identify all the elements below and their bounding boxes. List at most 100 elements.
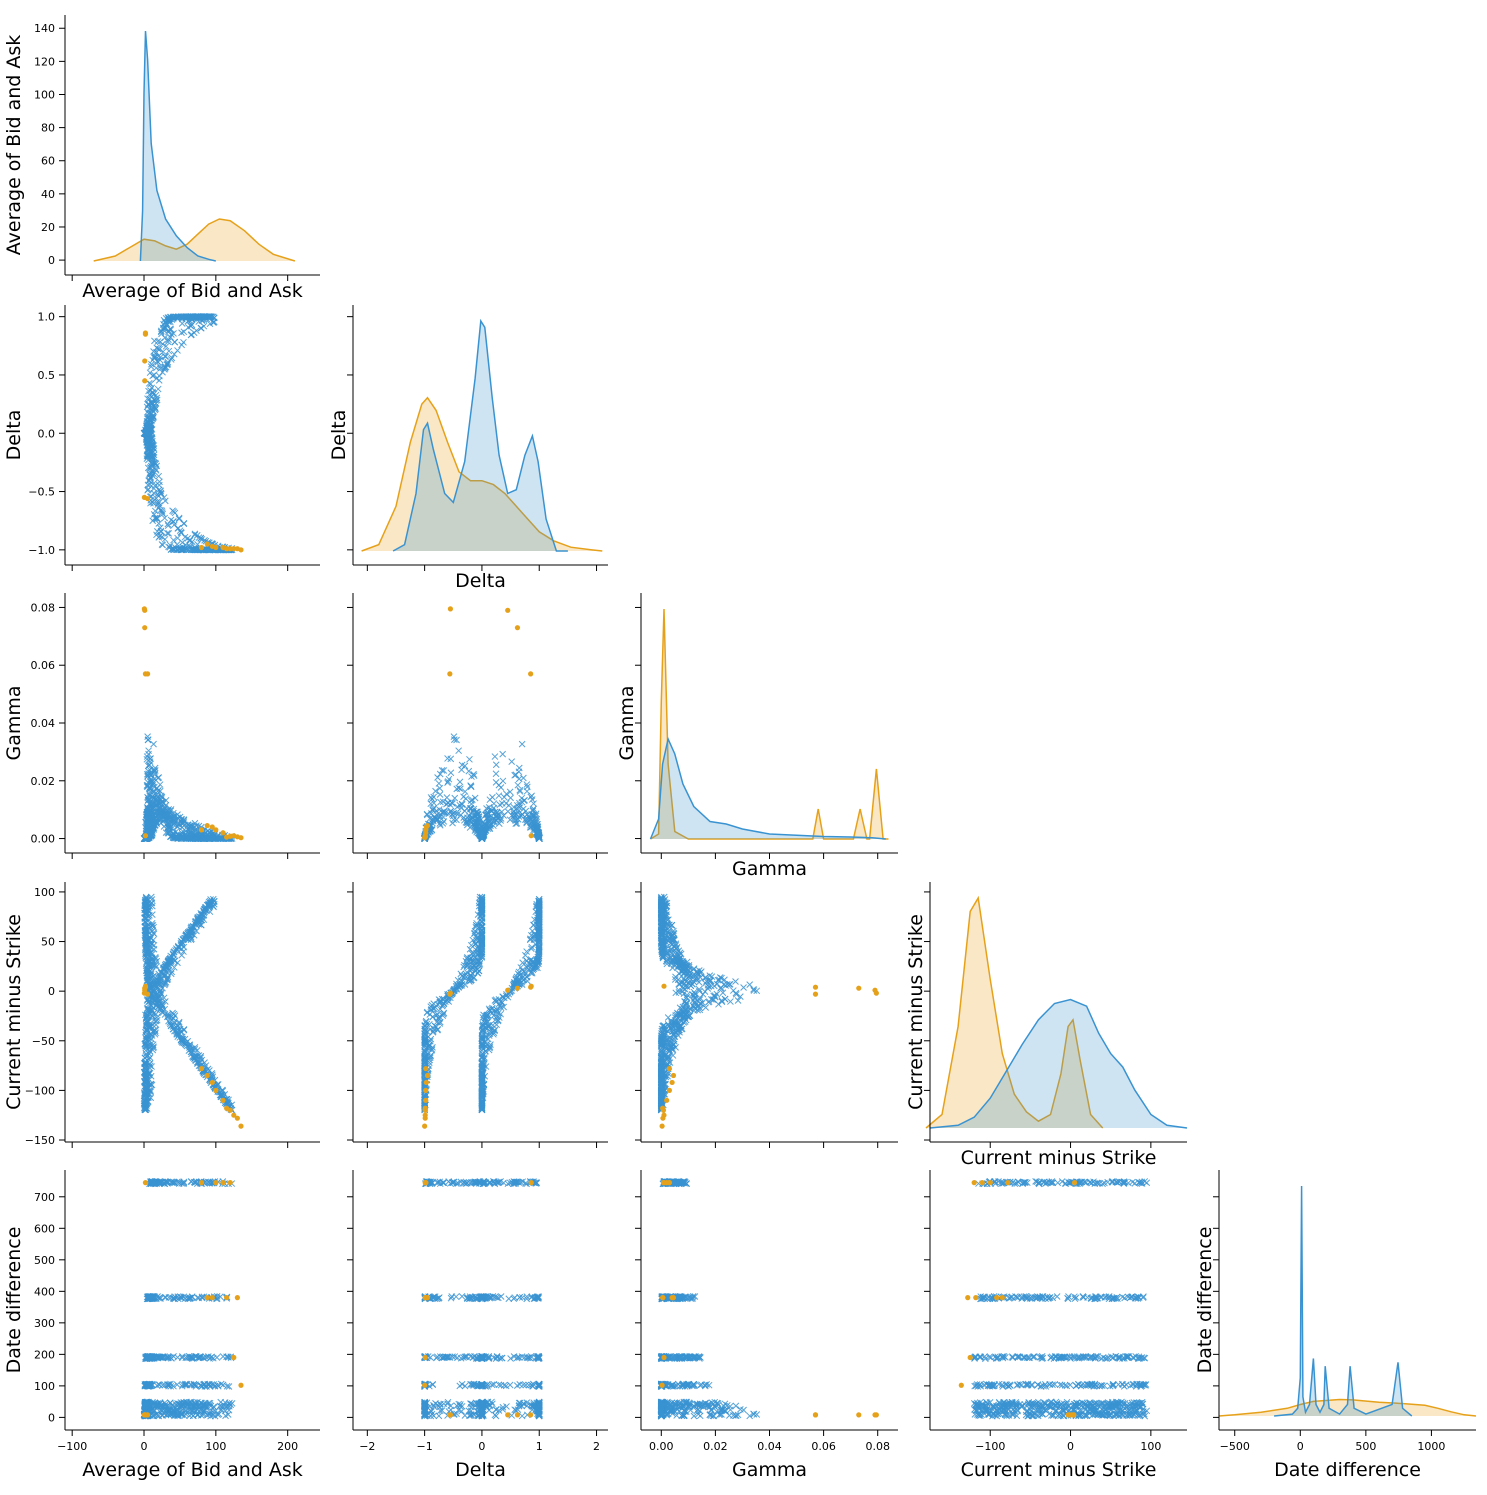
scatter-point-x xyxy=(155,520,163,527)
scatter-point-x xyxy=(150,740,157,748)
scatter-point-x xyxy=(160,494,168,501)
scatter-point-dot xyxy=(422,834,428,840)
scatter-point-x xyxy=(500,793,508,801)
scatter-point-dot xyxy=(422,1115,428,1121)
scatter-point-dot xyxy=(423,1079,429,1086)
kde-line-orange xyxy=(925,895,1104,1129)
scatter-point-x xyxy=(174,525,182,532)
scatter-point-x xyxy=(147,363,155,370)
scatter-point-x xyxy=(187,331,195,339)
x-tick-label: −500 xyxy=(1220,1440,1250,1453)
scatter-point-dot xyxy=(423,827,429,833)
x-axis-2-1 xyxy=(353,852,608,859)
scatter-point-x xyxy=(145,477,152,484)
scatter-point-dot xyxy=(209,1079,215,1086)
scatter-point-x xyxy=(200,322,208,330)
scatter-point-dot xyxy=(198,544,205,551)
y-axis-1-0: −1.0−0.50.00.51.0 xyxy=(28,305,66,565)
scatter-point-x xyxy=(164,522,172,530)
scatter-point-x xyxy=(160,324,167,332)
kde-line-blue xyxy=(1274,1185,1413,1417)
scatter-point-x xyxy=(498,800,506,807)
scatter-point-dot xyxy=(141,606,147,612)
scatter-point-x xyxy=(146,481,154,488)
scatter-point-dot xyxy=(234,834,240,840)
scatter-point-x xyxy=(161,514,169,522)
scatter-point-x xyxy=(515,775,523,783)
scatter-point-x xyxy=(177,528,185,536)
scatter-point-dot xyxy=(422,1107,428,1113)
scatter-point-x xyxy=(154,338,162,345)
kde-fill-blue xyxy=(1274,1186,1412,1416)
scatter-point-dot xyxy=(227,833,233,839)
y-tick-label: 0.0 xyxy=(38,427,56,440)
scatter-point-dot xyxy=(234,546,240,552)
scatter-point-dot xyxy=(528,833,534,839)
scatter-point-x xyxy=(195,534,203,541)
scatter-point-x xyxy=(456,778,464,786)
y-tick-label: 40 xyxy=(41,188,55,201)
scatter-point-x xyxy=(523,787,531,795)
scatter-point-x xyxy=(149,388,156,396)
x-axis-4-4: −500 0 500 1000 xyxy=(1219,1429,1476,1453)
y-tick-label: 140 xyxy=(34,22,55,35)
scatter-point-dot xyxy=(142,331,149,337)
scatter-point-x xyxy=(164,520,172,528)
y-axis-3-3 xyxy=(924,882,931,1142)
scatter-point-x xyxy=(180,519,188,527)
scatter-point-x xyxy=(495,792,503,800)
kde-line-orange xyxy=(650,608,889,840)
y-tick-label: 0 xyxy=(48,254,55,267)
scatter-point-dot xyxy=(238,1123,244,1129)
kde-panel-3 xyxy=(925,895,1188,1129)
scatter-point-dot xyxy=(514,985,521,991)
scatter-point-x xyxy=(174,347,181,354)
y-tick-label: 20 xyxy=(41,221,55,234)
scatter-point-x xyxy=(148,360,155,368)
scatter-point-dot xyxy=(204,541,210,547)
scatter-point-x xyxy=(180,328,188,336)
kde-line-blue xyxy=(139,30,216,262)
scatter-point-x xyxy=(434,774,441,781)
scatter-point-x xyxy=(156,478,163,486)
scatter-point-x xyxy=(188,321,196,329)
scatter-point-x xyxy=(175,515,183,523)
kde-panel-1 xyxy=(361,318,603,552)
scatter-point-dot xyxy=(220,544,226,551)
scatter-point-x xyxy=(504,808,512,815)
scatter-point-x xyxy=(165,529,173,537)
kde-fill-orange xyxy=(361,397,603,551)
y-tick-label: −50 xyxy=(32,1035,55,1048)
scatter-point-x xyxy=(153,396,161,404)
scatter-point-dot xyxy=(220,1097,226,1103)
scatter-point-x xyxy=(197,324,205,332)
scatter-panel-2-0 xyxy=(140,606,244,842)
scatter-point-x xyxy=(508,758,516,765)
scatter-point-x xyxy=(466,755,473,763)
scatter-point-dot xyxy=(447,990,454,996)
scatter-point-x xyxy=(154,501,162,508)
y-tick-label: −0.5 xyxy=(28,486,55,499)
kde-fill-blue xyxy=(393,321,568,551)
y-tick-label: 120 xyxy=(34,55,55,68)
scatter-point-x xyxy=(492,770,500,778)
scatter-point-dot xyxy=(528,984,534,990)
kde-panel-0 xyxy=(93,30,296,262)
scatter-point-x xyxy=(186,322,194,329)
x-axis-0-0 xyxy=(65,274,320,281)
kde-line-orange xyxy=(93,218,296,262)
scatter-point-x xyxy=(178,329,185,337)
y-tick-label: 0.5 xyxy=(38,369,56,382)
x-tick-label: 500 xyxy=(1355,1440,1376,1453)
scatter-point-x xyxy=(158,330,165,338)
scatter-point-dot xyxy=(505,987,511,993)
scatter-point-x xyxy=(154,498,161,505)
scatter-point-dot xyxy=(142,378,148,384)
scatter-point-dot xyxy=(220,830,226,836)
scatter-panel-1-0 xyxy=(140,313,244,554)
kde-line-blue xyxy=(392,318,568,552)
y-tick-label: 60 xyxy=(41,155,55,168)
scatter-point-x xyxy=(458,766,465,774)
y-tick-label: 0.02 xyxy=(31,775,56,788)
